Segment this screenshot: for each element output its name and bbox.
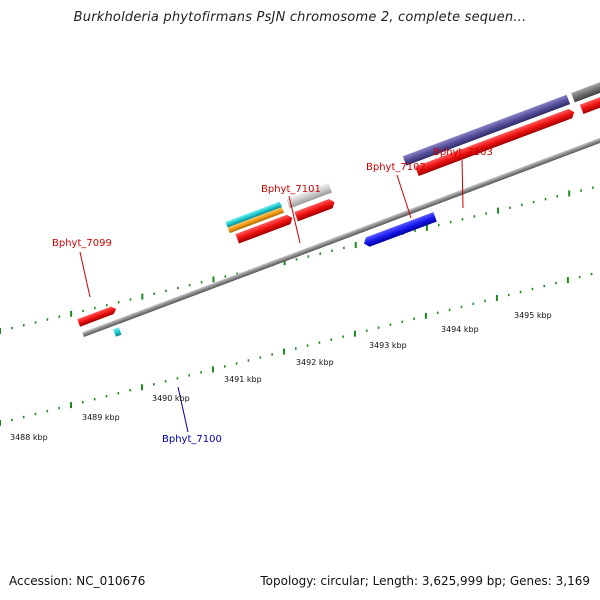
- cds-bphyt-7100[interactable]: [362, 212, 437, 248]
- cds-left-partial[interactable]: [77, 305, 117, 327]
- lower-tick-row: [0, 272, 593, 426]
- gene-bphyt-7101[interactable]: [402, 94, 571, 166]
- label-bphyt-7099[interactable]: Bphyt_7099: [52, 238, 112, 249]
- label-bphyt-7103[interactable]: Bphyt_7103: [433, 147, 493, 158]
- scale-label: 3490 kbp: [152, 394, 190, 403]
- feature-track[interactable]: [64, 10, 600, 352]
- scale-label: 3495 kbp: [514, 311, 552, 320]
- leader-7102: [396, 174, 412, 219]
- scale-labels: 3488 kbp 3489 kbp 3490 kbp 3491 kbp 3492…: [10, 311, 552, 442]
- accession-text: Accession: NC_010676: [9, 574, 146, 588]
- cds-bphyt-7101[interactable]: [415, 107, 576, 176]
- rna-feature-orange[interactable]: [227, 207, 284, 234]
- topology-text: Topology: circular; Length: 3,625,999 bp…: [260, 574, 590, 588]
- cds-bphyt-7102[interactable]: [579, 86, 600, 115]
- rna-feature-cyan[interactable]: [225, 201, 282, 228]
- scale-label: 3491 kbp: [224, 375, 262, 384]
- gene-labels: Bphyt_7099 Bphyt_7101 Bphyt_7102 Bphyt_7…: [52, 147, 493, 445]
- gene-bphyt-7102[interactable]: [571, 53, 600, 103]
- label-bphyt-7101[interactable]: Bphyt_7101: [261, 184, 321, 195]
- scale-label: 3492 kbp: [296, 358, 334, 367]
- leader-7101: [288, 195, 301, 244]
- gene-bphyt-7099[interactable]: [286, 183, 332, 209]
- label-bphyt-7100[interactable]: Bphyt_7100: [162, 434, 222, 445]
- scale-label: 3494 kbp: [441, 325, 479, 334]
- leader-7100: [177, 386, 189, 433]
- scale-label: 3488 kbp: [10, 433, 48, 442]
- map-title: Burkholderia phytofirmans PsJN chromosom…: [73, 10, 527, 25]
- leader-lines: [79, 159, 464, 433]
- scale-label: 3489 kbp: [82, 413, 120, 422]
- upper-tick-row: [0, 186, 594, 334]
- scale-label: 3493 kbp: [369, 341, 407, 350]
- leader-7099: [79, 251, 91, 298]
- leader-7103: [461, 159, 464, 209]
- gene-cyan-edge[interactable]: [113, 327, 122, 337]
- backbone: [82, 79, 600, 338]
- cds-feature[interactable]: [235, 213, 294, 244]
- cds-feature[interactable]: [294, 198, 336, 222]
- label-bphyt-7102[interactable]: Bphyt_7102: [366, 162, 426, 173]
